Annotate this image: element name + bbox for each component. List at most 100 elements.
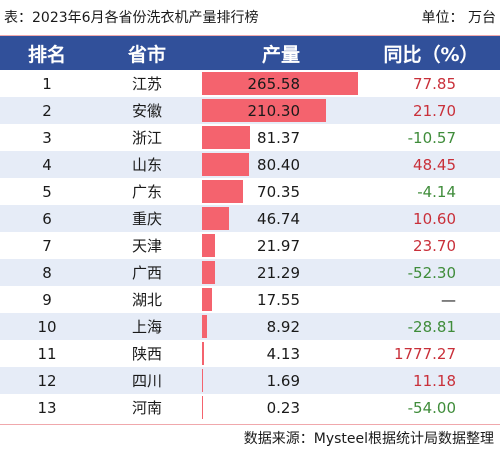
unit-label: 单位： 万台 (421, 9, 496, 26)
output-bar (202, 153, 250, 176)
yoy-cell: 1777.27 (393, 344, 456, 363)
yoy-cell: 21.70 (413, 101, 456, 120)
output-bar (202, 342, 205, 365)
output-value: 1.69 (266, 371, 300, 390)
output-cell: 21.97 (200, 232, 362, 259)
output-value: 21.97 (257, 236, 300, 255)
output-cell: 21.29 (200, 259, 362, 286)
table-row: 9 湖北 17.55 — (0, 286, 500, 313)
rank-cell: 6 (42, 209, 52, 228)
table-row: 7 天津 21.97 23.70 (0, 232, 500, 259)
province-cell: 安徽 (131, 102, 162, 120)
output-bar (202, 99, 326, 122)
table-row: 8 广西 21.29 -52.30 (0, 259, 500, 286)
table-body: 1 江苏 265.58 77.85 2 安徽 210.30 21.70 3 浙江 81.37 -10.… (0, 70, 500, 421)
yoy-cell: 23.70 (413, 236, 456, 255)
table-row: 10 上海 8.92 -28.81 (0, 313, 500, 340)
yoy-cell: 10.60 (413, 209, 456, 228)
ranking-table: 排名 省市 产量 同比（%） 1 江苏 265.58 77.85 2 安徽 210.30 21… (0, 35, 500, 421)
province-cell: 陕西 (131, 345, 162, 363)
output-value: 80.40 (257, 155, 300, 174)
output-value: 4.13 (266, 344, 300, 363)
output-cell: 70.35 (200, 178, 362, 205)
table-row: 6 重庆 46.74 10.60 (0, 205, 500, 232)
output-bar (202, 126, 250, 149)
rank-cell: 13 (37, 398, 57, 417)
rank-cell: 12 (37, 371, 57, 390)
source-footer: 数据来源：Mysteel根据统计局数据整理 (0, 424, 500, 450)
yoy-cell: 77.85 (413, 74, 456, 93)
output-value: 21.29 (257, 263, 300, 282)
province-cell: 河南 (131, 399, 162, 417)
province-cell: 天津 (131, 237, 162, 255)
rank-cell: 8 (42, 263, 52, 282)
rank-cell: 10 (37, 317, 57, 336)
header-output: 产量 (261, 43, 300, 66)
output-cell: 17.55 (200, 286, 362, 313)
rank-cell: 1 (42, 74, 52, 93)
province-cell: 广西 (131, 264, 162, 282)
output-bar (202, 234, 215, 257)
output-cell: 81.37 (200, 124, 362, 151)
table-row: 12 四川 1.69 11.18 (0, 367, 500, 394)
output-cell: 265.58 (200, 70, 362, 97)
rank-cell: 4 (42, 155, 52, 174)
header-province: 省市 (127, 43, 166, 66)
province-cell: 广东 (131, 183, 162, 201)
province-cell: 湖北 (131, 291, 162, 309)
province-cell: 江苏 (131, 75, 162, 93)
output-bar (202, 207, 230, 230)
rank-cell: 5 (42, 182, 52, 201)
output-value: 8.92 (266, 317, 300, 336)
table-header: 排名 省市 产量 同比（%） (0, 36, 500, 70)
output-bar (202, 180, 244, 203)
source-note: 数据来源：Mysteel根据统计局数据整理 (243, 430, 494, 447)
table-row: 3 浙江 81.37 -10.57 (0, 124, 500, 151)
province-cell: 四川 (131, 372, 162, 390)
output-bar (202, 315, 208, 338)
table-title: 表：2023年6月各省份洗衣机产量排行榜 (4, 9, 259, 26)
table-row: 2 安徽 210.30 21.70 (0, 97, 500, 124)
output-value: 46.74 (257, 209, 300, 228)
header-rank: 排名 (27, 43, 66, 66)
output-bar (202, 396, 203, 419)
caption-bar: 表：2023年6月各省份洗衣机产量排行榜 单位： 万台 (0, 0, 500, 35)
table-row: 13 河南 0.23 -54.00 (0, 394, 500, 421)
output-bar (202, 288, 213, 311)
output-cell: 8.92 (200, 313, 362, 340)
output-cell: 1.69 (200, 367, 362, 394)
yoy-cell: 48.45 (413, 155, 456, 174)
rank-cell: 9 (42, 290, 52, 309)
output-value: 210.30 (247, 101, 301, 120)
output-cell: 4.13 (200, 340, 362, 367)
province-cell: 重庆 (131, 210, 162, 228)
output-value: 17.55 (257, 290, 300, 309)
output-bar (202, 261, 215, 284)
header-yoy: 同比（%） (383, 43, 479, 66)
output-bar (202, 369, 203, 392)
yoy-cell: -4.14 (417, 182, 456, 201)
output-value: 265.58 (247, 74, 301, 93)
table-row: 5 广东 70.35 -4.14 (0, 178, 500, 205)
yoy-cell: -10.57 (407, 128, 456, 147)
table-row: 1 江苏 265.58 77.85 (0, 70, 500, 97)
output-value: 70.35 (257, 182, 300, 201)
rank-cell: 7 (42, 236, 52, 255)
rank-cell: 3 (42, 128, 52, 147)
yoy-cell: -54.00 (407, 398, 456, 417)
yoy-cell: -52.30 (407, 263, 456, 282)
output-value: 0.23 (266, 398, 300, 417)
yoy-cell: 11.18 (413, 371, 456, 390)
table-row: 4 山东 80.40 48.45 (0, 151, 500, 178)
output-cell: 80.40 (200, 151, 362, 178)
province-cell: 山东 (131, 156, 162, 174)
yoy-cell: — (441, 290, 456, 309)
output-cell: 46.74 (200, 205, 362, 232)
output-cell: 210.30 (200, 97, 362, 124)
province-cell: 上海 (131, 318, 162, 336)
table-row: 11 陕西 4.13 1777.27 (0, 340, 500, 367)
rank-cell: 11 (37, 344, 57, 363)
output-value: 81.37 (257, 128, 300, 147)
rank-cell: 2 (42, 101, 52, 120)
province-cell: 浙江 (131, 129, 162, 147)
